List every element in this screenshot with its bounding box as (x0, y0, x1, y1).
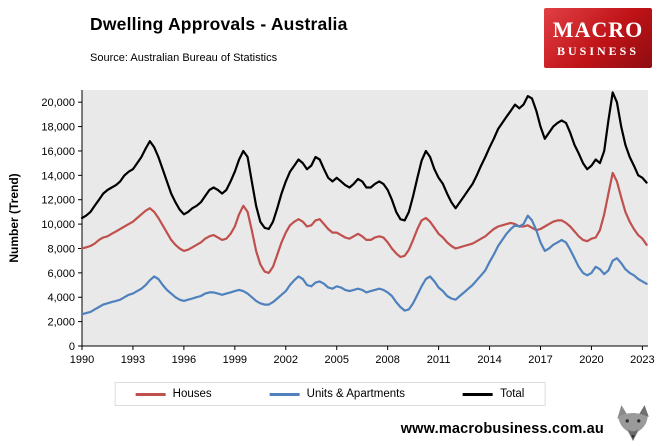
y-tick-label: 0 (69, 341, 75, 353)
chart-canvas: Number (Trend) 0 2,000 4,000 6,000 8,000 10,0… (7, 90, 655, 366)
y-tick-label: 8,000 (47, 243, 75, 255)
x-tick-label: 2005 (324, 354, 348, 366)
y-tick-label: 4,000 (47, 292, 75, 304)
chart-source: Source: Australian Bureau of Statistics (90, 52, 278, 64)
wolf-logo-icon (617, 405, 649, 441)
legend-item-total: Total (463, 388, 524, 400)
legend-swatch-total (463, 392, 494, 396)
plot-area (82, 90, 648, 346)
y-tick-label: 6,000 (47, 268, 75, 280)
legend-item-units-apartments: Units & Apartments (269, 388, 406, 400)
series-line-houses (80, 171, 648, 274)
y-tick-label: 16,000 (41, 146, 75, 158)
x-tick-label: 2014 (477, 354, 501, 366)
y-axis-title: Number (Trend) (7, 173, 21, 262)
y-tick-label: 14,000 (41, 170, 75, 182)
chart-legend: Houses Units & Apartments Total (114, 382, 546, 406)
legend-label-units-apartments: Units & Apartments (306, 388, 406, 400)
site-url: www.macrobusiness.com.au (400, 421, 604, 437)
y-tick-label: 18,000 (41, 122, 75, 134)
legend-item-houses: Houses (135, 388, 212, 400)
series-line-total (80, 91, 648, 231)
x-tick-label: 2020 (579, 354, 603, 366)
x-tick-label: 2002 (274, 354, 298, 366)
legend-swatch-units-apartments (269, 392, 300, 396)
x-tick-label: 2008 (375, 354, 399, 366)
page-title: Dwelling Approvals - Australia (90, 14, 348, 34)
legend-swatch-houses (135, 392, 166, 396)
legend-label-houses: Houses (172, 388, 212, 400)
y-tick-label: 2,000 (47, 317, 75, 329)
y-tick-label: 12,000 (41, 195, 75, 207)
macrobusiness-logo: MACRO BUSINESS (544, 8, 652, 68)
x-tick-label: 2023 (630, 354, 654, 366)
x-tick-label: 1993 (121, 354, 145, 366)
x-tick-label: 2011 (427, 354, 451, 366)
x-tick-label: 2017 (528, 354, 552, 366)
series-line-units-apartments (80, 214, 648, 316)
legend-label-total: Total (500, 388, 525, 400)
logo-text-business: BUSINESS (556, 44, 640, 58)
x-tick-label: 1990 (70, 354, 94, 366)
y-tick-label: 10,000 (41, 219, 75, 231)
x-tick-label: 1999 (223, 354, 247, 366)
logo-text-macro: MACRO (552, 17, 644, 42)
x-tick-label: 1996 (172, 354, 196, 366)
y-tick-label: 20,000 (41, 97, 75, 109)
